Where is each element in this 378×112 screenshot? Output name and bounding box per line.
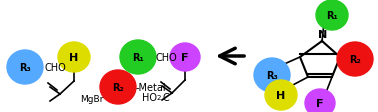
Ellipse shape [120, 41, 156, 74]
Text: MgBr: MgBr [80, 95, 103, 104]
Ellipse shape [58, 43, 90, 72]
Ellipse shape [265, 80, 297, 110]
Text: N: N [318, 30, 328, 40]
Text: R₂: R₂ [112, 82, 124, 92]
Ellipse shape [254, 58, 290, 92]
Text: H: H [70, 53, 79, 62]
Text: R₃: R₃ [266, 70, 278, 80]
Text: CHO: CHO [156, 53, 178, 62]
Ellipse shape [170, 44, 200, 71]
Text: R₁: R₁ [132, 53, 144, 62]
Text: CHO: CHO [44, 62, 66, 72]
Text: F: F [316, 98, 324, 108]
Text: C: C [163, 92, 170, 102]
Ellipse shape [100, 70, 136, 104]
Text: H: H [276, 90, 286, 100]
Ellipse shape [7, 51, 43, 84]
Text: R₁: R₁ [326, 11, 338, 21]
Text: -Metal: -Metal [136, 82, 167, 92]
Ellipse shape [305, 89, 335, 112]
Text: 2: 2 [157, 94, 161, 100]
Text: R₂: R₂ [349, 55, 361, 64]
Text: HO: HO [142, 92, 157, 102]
Text: R₃: R₃ [19, 62, 31, 72]
Text: F: F [181, 53, 189, 62]
Ellipse shape [337, 43, 373, 76]
Ellipse shape [316, 1, 348, 31]
